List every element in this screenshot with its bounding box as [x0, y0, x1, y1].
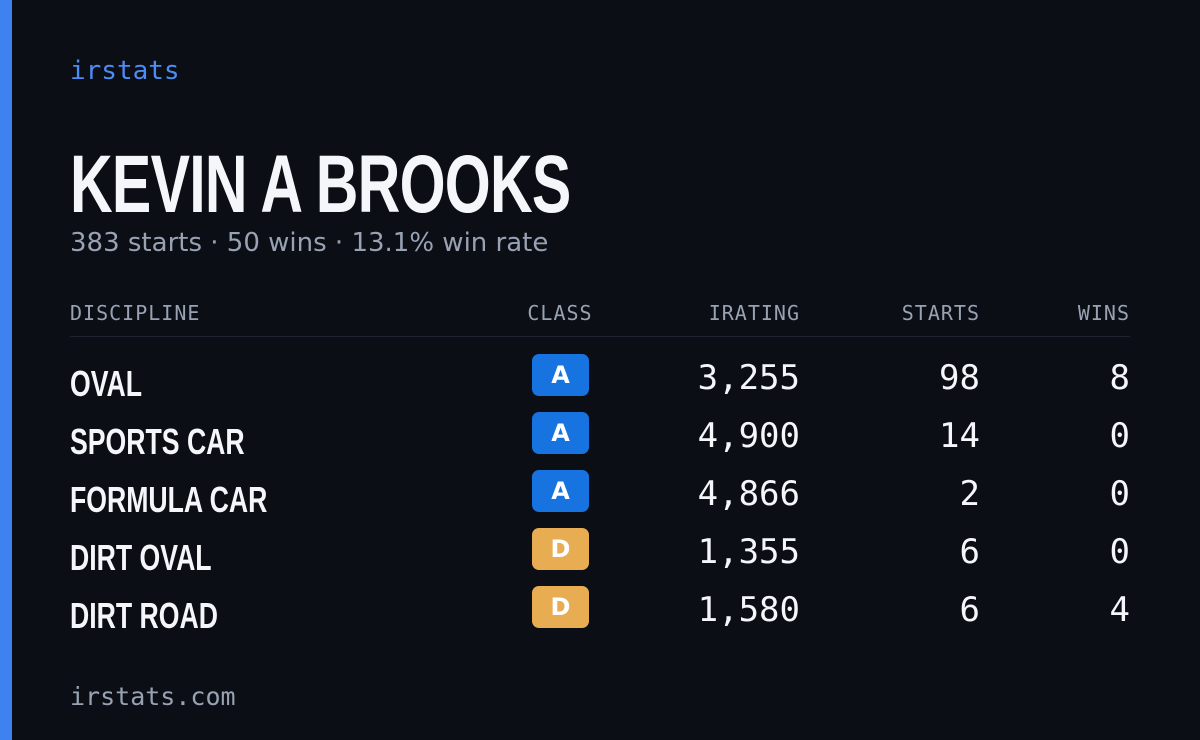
- class-badge: A: [532, 354, 589, 396]
- class-badge: A: [532, 470, 589, 512]
- irating: 1,355: [697, 532, 800, 572]
- wins: 8: [1109, 358, 1130, 398]
- footer-url: irstats.com: [70, 682, 236, 711]
- column-header: IRATING: [708, 301, 800, 325]
- discipline: DIRT OVAL: [70, 537, 212, 578]
- column-header: STARTS: [901, 301, 980, 325]
- class-badge: A: [532, 412, 589, 454]
- column-header: CLASS: [527, 301, 593, 325]
- column-header: WINS: [1077, 301, 1130, 325]
- header-rule: [70, 336, 1130, 337]
- irating: 4,900: [697, 416, 800, 456]
- summary: 383 starts · 50 wins · 13.1% win rate: [70, 228, 549, 258]
- wins: 0: [1109, 416, 1130, 456]
- discipline: FORMULA CAR: [70, 479, 268, 520]
- column-header: DISCIPLINE: [70, 301, 201, 325]
- accent-bar: [0, 0, 12, 740]
- class-badge: D: [532, 586, 589, 628]
- wins: 0: [1109, 474, 1130, 514]
- starts: 98: [939, 358, 980, 398]
- irating: 4,866: [697, 474, 800, 514]
- wins: 0: [1109, 532, 1130, 572]
- wins: 4: [1109, 590, 1130, 630]
- irating: 1,580: [697, 590, 800, 630]
- discipline: DIRT ROAD: [70, 595, 218, 636]
- discipline: SPORTS CAR: [70, 421, 245, 462]
- starts: 6: [959, 590, 980, 630]
- brand: irstats: [70, 56, 180, 86]
- starts: 2: [959, 474, 980, 514]
- irating: 3,255: [697, 358, 800, 398]
- starts: 6: [959, 532, 980, 572]
- class-badge: D: [532, 528, 589, 570]
- player-name: KEVIN A BROOKS: [70, 139, 571, 230]
- discipline: OVAL: [70, 363, 143, 404]
- starts: 14: [939, 416, 980, 456]
